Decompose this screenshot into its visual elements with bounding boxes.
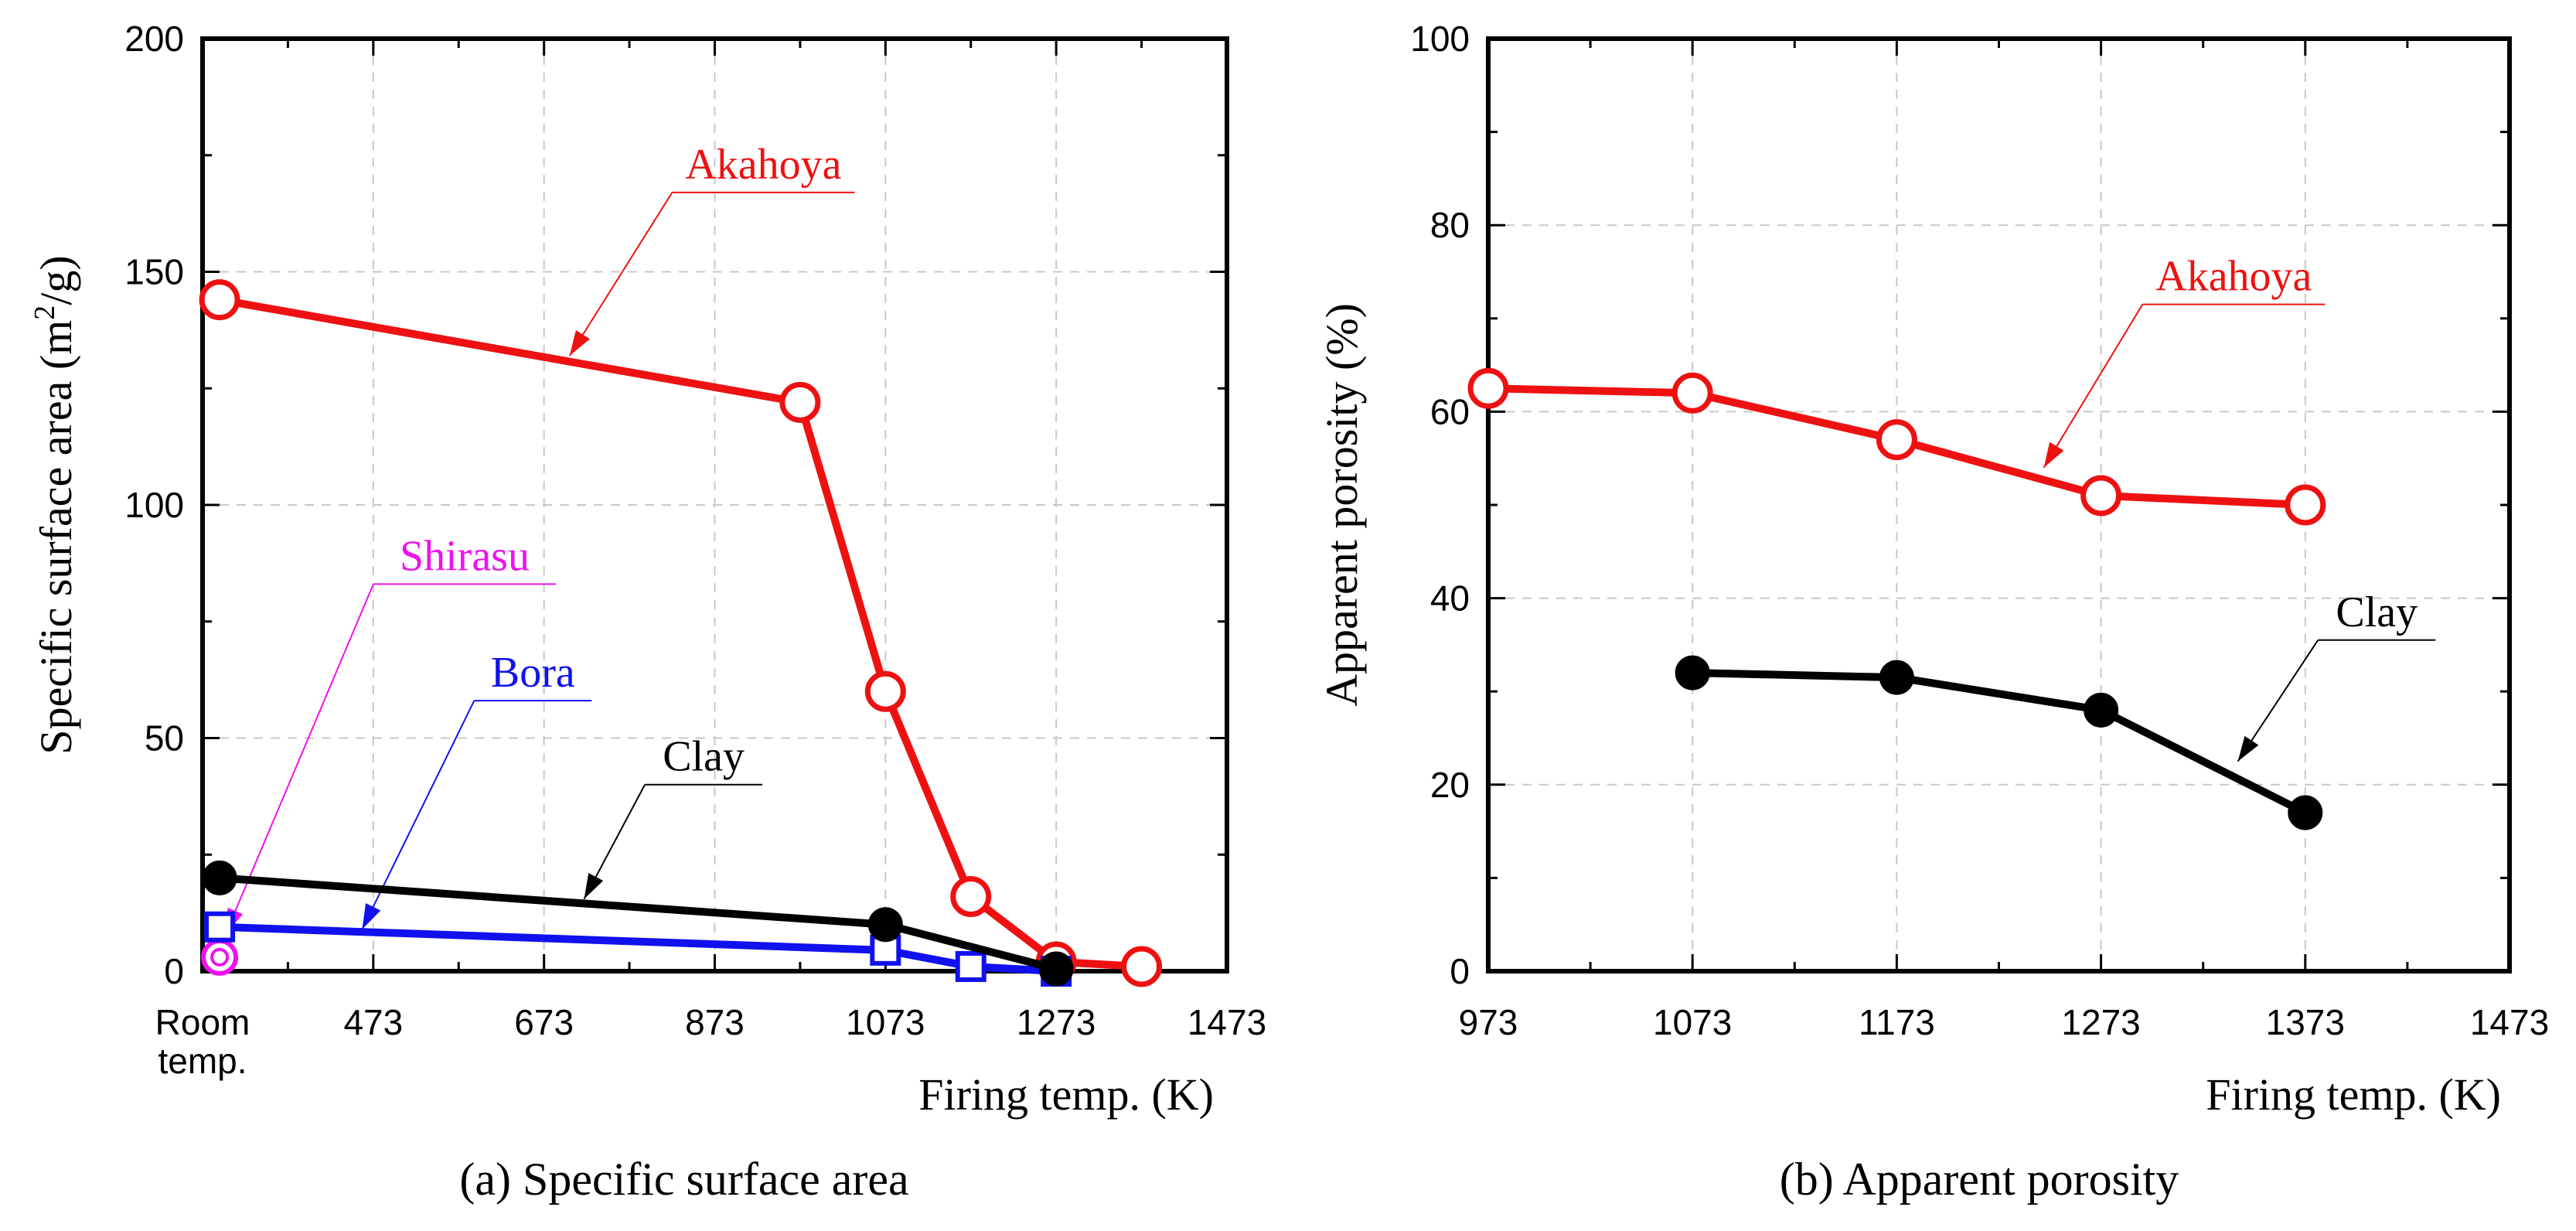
x-tick-label: 973 [1459, 1002, 1518, 1042]
leader-arrowhead [2237, 735, 2259, 762]
series-line-akahoya [219, 295, 1142, 970]
data-point-akahoya [2080, 475, 2122, 517]
x-tick-label: 1073 [846, 1002, 925, 1042]
y-axis-title-text: Apparent porosity (%) [1317, 303, 1367, 707]
series-label-akahoya: Akahoya [2155, 253, 2312, 301]
chart-caption: (a) Specific surface area [459, 1154, 908, 1205]
y-tick-label: 50 [145, 718, 184, 759]
series-label-akahoya: Akahoya [685, 141, 841, 189]
series-line-clay [1692, 669, 2308, 817]
leader-arrowhead [362, 903, 381, 929]
x-tick-label: 1073 [1653, 1002, 1732, 1042]
x-axis-title: Firing temp. (K) [2206, 1069, 2501, 1120]
data-point-clay [1879, 660, 1914, 695]
y-tick-label: 0 [164, 951, 184, 991]
x-tick-label: 673 [514, 1002, 574, 1042]
chart-a-specific-surface-area: Room 473 673 873 1073 1273 1473 temp. 0 50 100 150 2… [29, 19, 1266, 1205]
data-point-clay [2084, 692, 2119, 728]
chart-b-apparent-porosity: 973 1073 1173 1273 1373 1473 0 20 40 60 80 100 Firin… [1317, 19, 2549, 1205]
x-tick-label: 473 [343, 1002, 403, 1042]
data-point-akahoya [1671, 372, 1713, 414]
y-tick-label: 150 [124, 252, 184, 292]
series-label-shirasu: Shirasu [400, 532, 530, 580]
x-tick-label: 1273 [2061, 1002, 2140, 1042]
series-label-clay: Clay [2336, 588, 2418, 636]
leader-arrowhead [569, 330, 591, 356]
x-tick-label: 1373 [2266, 1002, 2345, 1042]
leader-line [2043, 304, 2144, 469]
data-point-akahoya [1876, 419, 1917, 461]
y-tick-label: 200 [124, 19, 184, 59]
y-tick-label: 60 [1430, 391, 1470, 431]
x-tick-label: Room [155, 1002, 250, 1042]
x-tick-label: 873 [685, 1002, 745, 1042]
data-point-akahoya [950, 876, 992, 918]
leader-arrowhead [2043, 442, 2064, 468]
data-point-clay [1038, 951, 1074, 987]
y-axis-title: Apparent porosity (%) [1317, 303, 1367, 707]
plot-frame [1486, 36, 2512, 974]
data-point-akahoya [779, 381, 821, 423]
x-axis-title: Firing temp. (K) [918, 1069, 1214, 1120]
data-point-akahoya [864, 670, 906, 712]
y-tick-label: 40 [1430, 578, 1470, 619]
y-axis-title-superscript: 2 [29, 305, 61, 320]
y-axis-title: Specific surface area (m2/g) [29, 255, 81, 754]
series-label-bora: Bora [491, 649, 575, 697]
chart-caption: (b) Apparent porosity [1780, 1154, 2179, 1205]
x-tick-label: 1273 [1017, 1002, 1095, 1042]
x-tick-label-line2: temp. [158, 1041, 247, 1081]
data-point-akahoya [1121, 946, 1163, 987]
leader-arrowhead [584, 873, 604, 899]
data-point-bora [204, 911, 236, 943]
leader-line [568, 192, 673, 356]
data-point-akahoya [2285, 484, 2326, 526]
y-tick-label: 0 [1450, 951, 1470, 991]
series-line-bora [219, 922, 1057, 975]
data-point-clay [1675, 655, 1710, 691]
data-point-akahoya [1467, 367, 1509, 409]
leader-line [224, 584, 374, 935]
y-tick-label: 20 [1430, 765, 1470, 805]
x-tick-label: 1173 [1859, 1002, 1935, 1042]
y-tick-label: 100 [124, 485, 184, 525]
data-point-clay [202, 860, 237, 895]
data-point-shirasu-inner [210, 947, 230, 967]
y-tick-label: 80 [1430, 205, 1470, 245]
x-tick-label: 1473 [1187, 1002, 1266, 1042]
y-axis-title-unit-end: /g) [31, 255, 81, 305]
x-tick-label: 1473 [2470, 1002, 2549, 1042]
data-point-bora [955, 950, 986, 982]
y-axis-title-text: Specific surface area (m [31, 320, 81, 755]
data-point-clay [867, 907, 903, 943]
data-point-clay [2288, 795, 2323, 830]
data-point-akahoya [199, 279, 240, 321]
series-label-clay: Clay [663, 733, 745, 781]
y-tick-label: 100 [1410, 19, 1470, 59]
